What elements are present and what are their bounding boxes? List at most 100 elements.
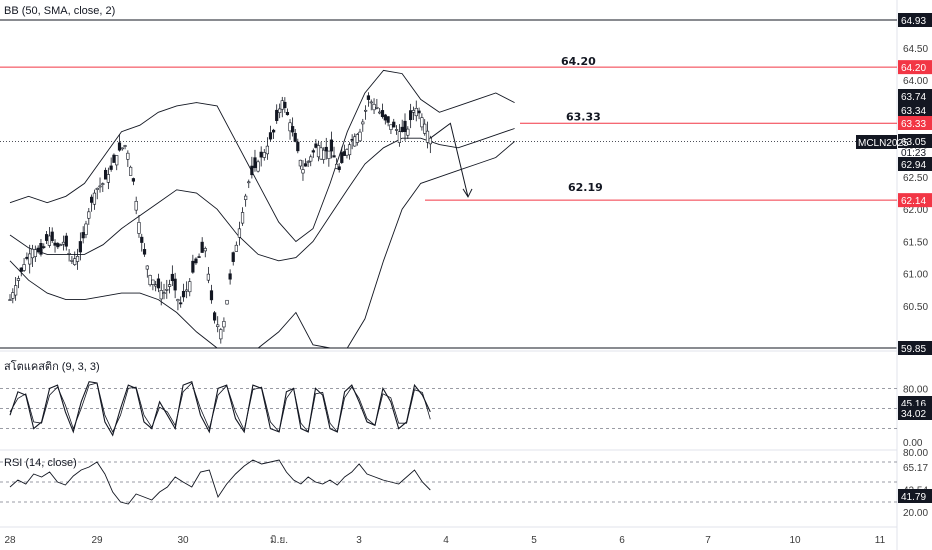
svg-text:MCLN2025: MCLN2025 [858,138,909,149]
stoch-k-line [9,380,431,437]
svg-text:34.02: 34.02 [901,409,926,420]
candle [386,115,390,127]
price-axis[interactable]: 64.5064.0063.5063.0062.5062.0061.5061.00… [856,13,932,519]
candle [203,246,207,258]
stochastic-pane: สโตแคสติก (9, 3, 3) [0,359,897,437]
candle [253,149,257,172]
candle [19,267,23,277]
price-tag-64-20: 64.20 [898,60,932,75]
rsi-title[interactable]: RSI (14, close) [4,457,77,469]
rsi-tick-label: 20.00 [903,508,928,519]
candle [90,194,94,212]
candle [140,233,144,252]
candle [179,296,183,308]
time-tick-label: 4 [443,535,449,546]
symbol-tag: MCLN2025 [856,135,909,149]
candle [44,231,49,244]
time-axis[interactable]: 28 29 30 มิ.ย. 3 4 5 6 7 10 11 [4,535,885,546]
candle [33,245,37,262]
candle [262,149,266,161]
candle [28,244,32,274]
candle [319,141,323,161]
bb-indicator-title[interactable]: BB (50, SMA, close, 2) [4,5,115,17]
candle [420,113,424,131]
countdown-label: 01:23 [901,148,926,159]
lower-band [9,141,515,349]
candle [314,139,318,149]
candle [298,159,302,170]
candle [345,148,349,159]
candle [265,137,269,160]
candle [361,118,365,132]
time-tick-label: 30 [177,535,189,546]
price-tick-label: 60.50 [903,302,928,313]
candle [275,104,279,124]
price-tick-label: 64.00 [903,76,928,87]
candle [272,128,276,139]
rsi-value-tag: 41.79 [898,489,932,503]
candle [406,126,410,139]
candle [247,179,251,189]
candle [109,157,113,172]
candle [322,147,326,164]
stoch-tick-label: 80.00 [903,384,928,395]
projection-arrow[interactable] [430,122,473,198]
rsi-pane: RSI (14, close) [0,457,897,505]
arrow-head [462,188,473,198]
stochastic-title[interactable]: สโตแคสติก (9, 3, 3) [4,359,100,373]
svg-text:63.74: 63.74 [901,92,926,103]
time-tick-label: 5 [531,535,537,546]
price-tag-63-74: 63.74 [898,89,932,103]
rsi-tick-label: 80.00 [903,448,928,459]
candle [259,146,263,167]
candle [209,284,214,304]
candles [8,92,432,344]
rsi-series-line [9,459,431,505]
candle [194,257,198,265]
price-tick-label: 61.00 [903,270,928,281]
candle [167,279,172,294]
candle [36,245,40,254]
candle [151,279,155,291]
candle [364,105,368,120]
candle [324,137,328,160]
price-tag-63-34: 63.34 [898,103,932,117]
candle [145,265,149,278]
candle [423,119,427,136]
candle [316,140,321,162]
time-tick-label: 11 [875,535,886,546]
candle [288,119,292,140]
svg-text:63.34: 63.34 [901,106,926,117]
candle [173,272,177,299]
candle [159,281,163,306]
candle [95,187,99,200]
candle [197,253,201,258]
candle [42,243,46,250]
rsi-line [9,459,431,505]
candle [11,288,15,304]
candle [14,277,18,301]
candle [137,215,141,238]
price-pane: BB (50, SMA, close, 2) 64.20 63.33 62.19 [0,5,897,349]
candle [212,310,217,324]
candle [240,207,245,226]
candle [383,113,387,125]
bollinger-bands [0,69,897,349]
candle [366,92,371,107]
candle [380,103,385,119]
candle [200,237,204,253]
time-tick-label: 6 [619,535,625,546]
candle [56,242,60,250]
price-tag-59-85: 59.85 [898,341,932,355]
candle [176,298,180,311]
horizontal-levels[interactable] [0,19,897,201]
candle [369,99,373,111]
time-tick-label: 29 [91,535,103,546]
candle [191,254,195,274]
svg-text:59.85: 59.85 [901,344,926,355]
candle [162,283,166,300]
candle [285,108,290,116]
candle [394,125,399,135]
price-tag-62-94: 62.94 [898,157,932,171]
candle [134,196,138,215]
